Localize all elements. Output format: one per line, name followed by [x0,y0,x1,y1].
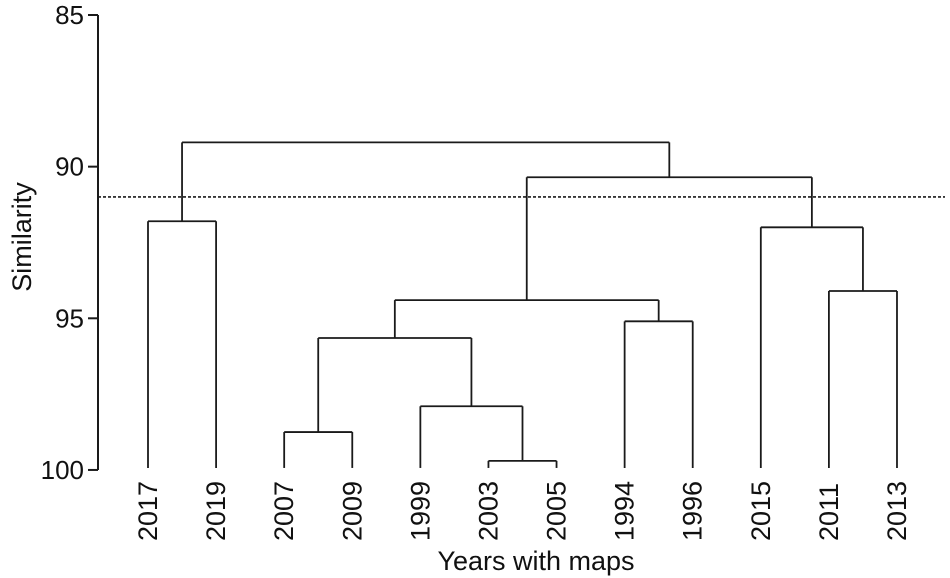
leaf-label: 1994 [610,481,640,541]
leaf-label: 2009 [337,481,367,541]
leaf-label: 2013 [882,481,912,541]
leaf-labels: 2017 2019 2007 2009 1999 2003 2005 1994 1996 2015… [133,481,912,541]
leaf-label: 2011 [814,483,844,541]
y-tick-label: 100 [41,455,84,485]
leaf-label: 1999 [405,481,435,541]
y-axis: 85 90 95 100 [41,0,99,485]
y-tick-label: 95 [55,303,84,333]
x-axis-title: Years with maps [437,546,634,576]
leaf-label: 2019 [201,481,231,541]
leaf-label: 2017 [133,481,163,541]
y-tick-label: 85 [55,0,84,30]
leaf-label: 2003 [473,481,503,541]
leaf-label: 2015 [746,481,776,541]
leaf-label: 1996 [678,481,708,541]
y-axis-title: Similarity [7,182,37,292]
leaf-label: 2005 [542,481,572,541]
y-tick-label: 90 [55,152,84,182]
dendrogram-tree [147,141,898,468]
leaf-label: 2007 [269,481,299,541]
